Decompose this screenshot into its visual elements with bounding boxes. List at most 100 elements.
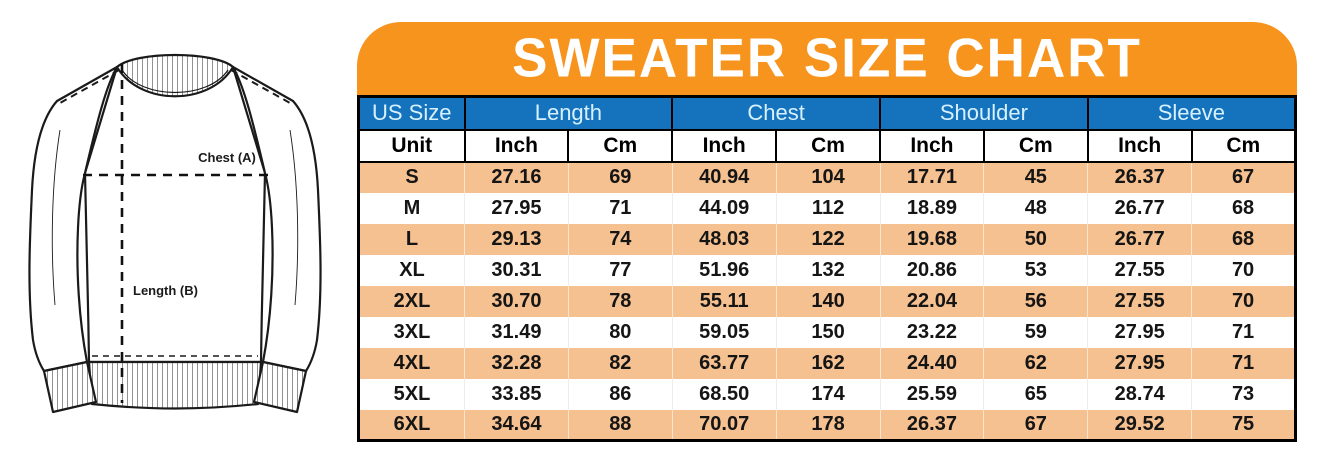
value-cell: 162 [776,347,881,379]
value-cell: 26.77 [1087,192,1193,224]
value-cell: 20.86 [880,254,985,286]
value-cell: 71 [1231,320,1255,343]
size-cell: M [358,192,465,224]
chart-title-banner: SWEATER SIZE CHART [357,22,1297,95]
value-cell: 86 [568,378,673,410]
value-cell: 122 [776,223,881,255]
value-cell: 63.77 [672,347,777,379]
header-us-size: US Size [357,95,466,131]
table-unit-row: Unit Inch Cm Inch Cm Inch Cm Inch Cm [357,128,1297,163]
value-cell: 24.40 [880,347,985,379]
value-cell: 68 [1231,196,1255,219]
sweater-collar [115,53,235,98]
value-cell: 74 [568,223,673,255]
size-cell: 4XL [358,347,465,379]
value-cell: 56 [983,285,1089,317]
value-cell: 70.07 [672,409,777,441]
value-cell: 40.94 [672,161,777,193]
table-row: 5XL 33.85 86 68.50 174 25.59 65 28.74 73 [358,378,1296,410]
unit-cell: Inch [671,128,778,163]
unit-cell: Inch [879,128,985,163]
table-row: 6XL 34.64 88 70.07 178 26.37 67 29.52 75 [358,409,1296,441]
header-sleeve: Sleeve [1086,95,1297,131]
table-row: S 27.16 69 40.94 104 17.71 45 26.37 67 [358,161,1296,193]
sweater-collar-inner-edge [121,69,229,94]
size-table: US Size Length Chest Shoulder Sleeve Uni… [357,95,1297,442]
value-cell: 51.96 [672,254,777,286]
size-chart-panel: SWEATER SIZE CHART US Size Length Chest … [357,22,1297,442]
value-cell: 73 [1231,382,1255,405]
value-cell: 68.50 [672,378,777,410]
value-cell: 55.11 [672,285,777,317]
value-cell: 26.77 [1087,223,1193,255]
size-table-body: S 27.16 69 40.94 104 17.71 45 26.37 67 M 27.95 71 44… [358,161,1296,441]
value-cell: 30.31 [464,254,569,286]
value-cell: 30.70 [464,285,569,317]
value-cell: 140 [776,285,881,317]
table-row: 3XL 31.49 80 59.05 150 23.22 59 27.95 71 [358,316,1296,348]
value-cell: 59.05 [672,316,777,348]
value-cell: 50 [983,223,1089,255]
value-cell: 28.74 [1087,378,1193,410]
value-cell: 31.49 [464,316,569,348]
value-cell: 27.95 [464,192,569,224]
value-cell: 53 [983,254,1089,286]
sweater-hem-band [87,360,263,410]
value-cell: 104 [776,161,881,193]
value-cell: 62 [983,347,1089,379]
header-chest: Chest [671,95,881,131]
left-sleeve-crease [51,129,61,306]
value-cell: 178 [776,409,881,441]
value-cell: 33.85 [464,378,569,410]
value-cell: 132 [776,254,881,286]
value-cell: 67 [1191,161,1296,193]
value-cell: 27.95 [1087,316,1193,348]
size-cell: 5XL [358,378,465,410]
value-cell: 27.55 [1087,285,1193,317]
header-length: Length [463,95,674,131]
size-cell: 3XL [358,316,465,348]
value-cell: 75 [1191,409,1296,441]
unit-cell: Inch [463,128,570,163]
value-cell: 71 [1191,347,1296,379]
unit-cell: Cm [1190,128,1297,163]
value-cell: 19.68 [880,223,985,255]
value-cell: 67 [983,409,1089,441]
value-cell: 82 [568,347,673,379]
unit-cell: Inch [1086,128,1193,163]
unit-cell: Cm [567,128,674,163]
value-cell: 17.71 [880,161,985,193]
size-cell: L [358,223,465,255]
size-cell: S [358,161,465,193]
table-group-header-row: US Size Length Chest Shoulder Sleeve [357,95,1297,131]
value-cell: 29.52 [1087,409,1193,441]
value-cell: 32.28 [464,347,569,379]
size-cell: XL [358,254,465,286]
chest-label: Chest (A) [198,150,256,165]
right-sleeve-crease [289,129,299,306]
table-row: XL 30.31 77 51.96 132 20.86 53 27.55 70 [358,254,1296,286]
value-cell: 77 [568,254,673,286]
table-row: 2XL 30.70 78 55.11 140 22.04 56 27.55 70 [358,285,1296,317]
value-cell: 48 [983,192,1089,224]
value-cell: 59 [983,316,1089,348]
value-cell: 150 [776,316,881,348]
value-cell: 27.95 [1087,347,1193,379]
length-label: Length (B) [133,283,198,298]
unit-cell: Cm [775,128,881,163]
value-cell: 70 [1191,285,1296,317]
chart-title: SWEATER SIZE CHART [512,27,1142,90]
value-cell: 71 [568,192,673,224]
value-cell: 27.55 [1087,254,1193,286]
sweater-diagram: Chest (A) Length (B) [28,53,322,414]
value-cell: 34.64 [464,409,569,441]
sweater-body [83,57,267,364]
value-cell: 48.03 [672,223,777,255]
value-cell: 29.13 [464,223,569,255]
value-cell: 22.04 [880,285,985,317]
value-cell: 112 [776,192,881,224]
value-cell: 80 [568,316,673,348]
value-cell: 23.22 [880,316,985,348]
value-cell: 65 [983,378,1089,410]
value-cell: 174 [776,378,881,410]
